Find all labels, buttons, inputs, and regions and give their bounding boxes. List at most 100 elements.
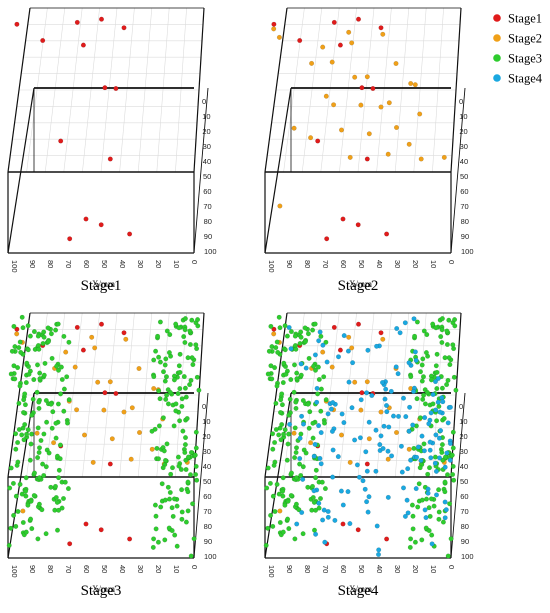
x-tick-label: 40 [118,260,127,268]
point-stage3 [61,495,67,501]
point-stage3 [8,525,14,531]
x-ticks-stage2: 100 90 80 70 60 50 40 30 20 10 0 [267,260,456,273]
point-stage3 [434,418,440,424]
point-stage1 [67,236,73,242]
point-stage3 [436,487,442,493]
point-stage3 [423,525,429,531]
point-stage3 [182,449,188,455]
point-stage3 [265,371,271,377]
legend-label-stage1: Stage1 [508,12,542,26]
point-stage3 [36,449,42,455]
point-stage3 [152,502,158,508]
point-stage1 [80,347,86,353]
point-stage3 [300,531,306,537]
point-stage3 [436,516,442,522]
x-tick-label: 60 [82,260,91,268]
point-stage2 [308,135,314,141]
point-stage3 [37,376,43,382]
point-stage3 [27,333,33,339]
point-stage3 [187,328,193,334]
point-stage2 [309,60,315,66]
point-stage3 [410,526,416,532]
point-stage4 [345,348,351,354]
point-stage3 [182,385,188,391]
point-stage2 [123,336,129,342]
point-stage3 [276,432,282,438]
point-stage1 [113,85,119,91]
point-stage4 [440,399,446,405]
point-stage4 [407,404,413,410]
point-stage1 [102,390,108,396]
point-stage3 [293,501,299,507]
z-tick-label: 70 [203,202,211,211]
point-stage3 [431,503,437,509]
point-stage3 [166,350,172,356]
point-stage2 [291,125,297,131]
point-stage2 [34,430,40,436]
x-tick-label: 60 [82,565,91,573]
point-stage4 [350,360,356,366]
box-edge-left-back [7,312,31,478]
legend-marker-stage4 [493,74,501,82]
z-tick-label: 70 [460,202,468,211]
z-tick-label: 50 [203,172,211,181]
point-stage4 [347,521,353,527]
point-stage3 [294,445,300,451]
point-stage2 [51,440,57,446]
point-stage3 [292,536,298,542]
point-stage3 [43,397,49,403]
z-tick-label: 80 [461,522,469,531]
point-stage3 [19,314,25,320]
point-stage4 [423,515,429,521]
point-stage3 [161,448,167,454]
point-stage3 [291,389,297,395]
x-tick-label: 80 [303,260,312,268]
point-stage3 [430,401,436,407]
point-stage3 [39,507,45,513]
point-stage3 [35,455,41,461]
point-stage3 [288,329,294,335]
point-stage3 [421,441,427,447]
point-stage4 [330,474,336,480]
z-tick-label: 100 [204,247,217,256]
point-stage3 [24,360,30,366]
point-stage4 [312,441,318,447]
point-stage4 [408,457,414,463]
point-stage4 [418,457,424,463]
point-stage1 [83,521,89,527]
point-stage3 [187,472,193,478]
point-stage3 [20,325,26,331]
point-stage2 [393,429,399,435]
point-stage3 [447,501,453,507]
point-stage3 [55,527,61,533]
point-stage3 [307,409,313,415]
x-tick-label: 80 [46,565,55,573]
point-stage3 [280,488,286,494]
point-stage4 [339,411,345,417]
box-edge-right-back [193,7,205,173]
point-stage2 [95,379,101,385]
point-stage4 [395,371,401,377]
point-stage3 [274,339,280,345]
point-stage3 [157,359,163,365]
point-stage3 [29,431,35,437]
point-stage3 [50,409,56,415]
x-tick-label: 90 [285,565,294,573]
point-stage3 [306,425,312,431]
point-stage1 [384,536,390,542]
point-stage4 [447,457,453,463]
x-tick-label: 0 [447,260,456,264]
point-stage2 [346,334,352,340]
point-stage3 [177,351,183,357]
point-stage3 [194,477,200,483]
point-stage4 [312,352,318,358]
point-stage1 [297,38,303,44]
point-stage1 [315,138,321,144]
point-stage3 [35,425,41,431]
point-stage3 [280,493,286,499]
point-stage3 [13,493,19,499]
point-stage3 [409,502,415,508]
point-stage4 [377,442,383,448]
point-stage3 [277,409,283,415]
